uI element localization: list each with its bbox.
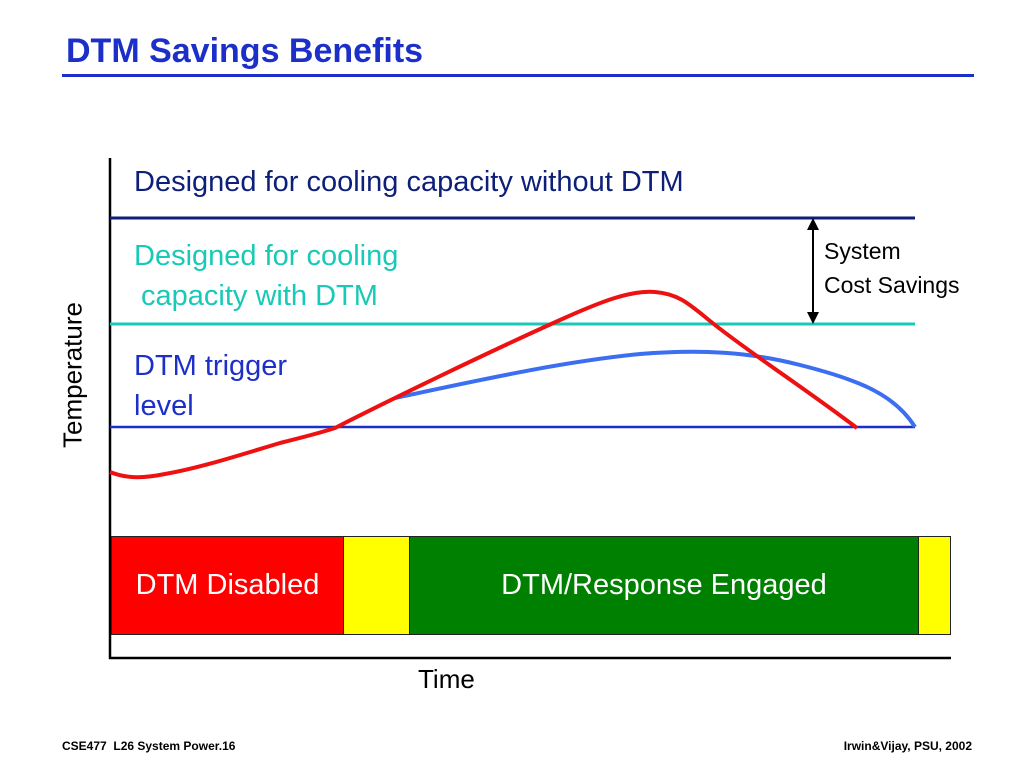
footer-credit-label: Irwin&Vijay, PSU, 2002 xyxy=(843,739,972,753)
cost-savings-label-line2: Cost Savings xyxy=(824,272,960,298)
cost-savings-label-line1: System xyxy=(824,238,901,264)
slide-title: DTM Savings Benefits xyxy=(66,32,424,70)
footer-course-label: CSE477 L26 System Power.16 xyxy=(62,739,236,753)
cost-savings-arrow xyxy=(807,218,819,324)
without-dtm-label: Designed for cooling capacity without DT… xyxy=(134,166,684,198)
dtm-trigger-label-line2: level xyxy=(134,390,194,422)
temperature-curve-without-dtm xyxy=(109,289,859,480)
with-dtm-label-line2: capacity with DTM xyxy=(141,280,378,312)
transition-bar-1 xyxy=(343,536,410,635)
dtm-disabled-bar: DTM Disabled xyxy=(111,536,344,635)
y-axis-label: Temperature xyxy=(57,302,88,448)
title-underline xyxy=(62,74,974,77)
dtm-trigger-label-line1: DTM trigger xyxy=(134,350,288,382)
temperature-curve-with-dtm xyxy=(394,349,917,429)
dtm-engaged-bar: DTM/Response Engaged xyxy=(409,536,919,635)
with-dtm-label-line1: Designed for cooling xyxy=(134,240,399,272)
dtm-disabled-label: DTM Disabled xyxy=(135,569,320,601)
dtm-engaged-label: DTM/Response Engaged xyxy=(501,569,827,601)
x-axis-label: Time xyxy=(418,664,475,694)
transition-bar-2 xyxy=(918,536,951,635)
